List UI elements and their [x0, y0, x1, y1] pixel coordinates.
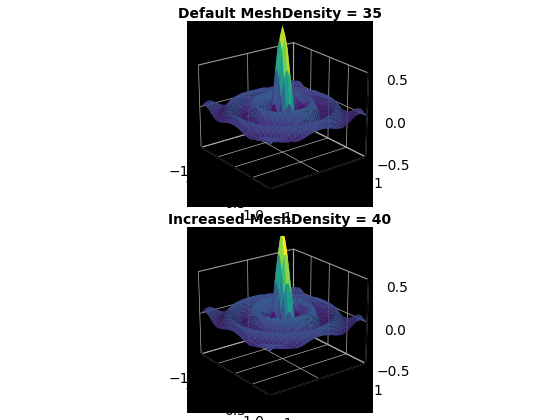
Title: Increased MeshDensity = 40: Increased MeshDensity = 40	[169, 213, 391, 228]
Title: Default MeshDensity = 35: Default MeshDensity = 35	[178, 7, 382, 21]
